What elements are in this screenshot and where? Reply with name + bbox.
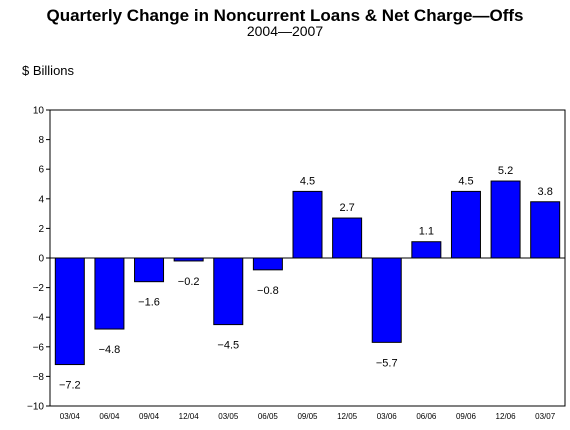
data-label: −4.8 [99, 344, 121, 356]
data-label: 2.7 [339, 202, 354, 214]
data-label: 1.1 [419, 226, 434, 238]
data-label: 3.8 [538, 186, 553, 198]
bar-12-05 [332, 217, 363, 259]
bar-06-06 [411, 241, 442, 259]
y-tick-label: 6 [38, 165, 44, 176]
x-tick-label: 12/06 [496, 412, 517, 421]
x-axis-tick-labels: 03/04 06/04 09/04 12/04 03/05 06/05 09/05 12/05… [60, 412, 556, 421]
x-tick-label: 06/06 [416, 412, 437, 421]
bar-03-05 [213, 257, 244, 326]
data-label: 4.5 [458, 175, 473, 187]
bar-09-04 [134, 257, 165, 283]
x-tick-label: 03/06 [377, 412, 398, 421]
bars [54, 180, 561, 366]
y-tick-label: −4 [33, 313, 45, 324]
bar-03-04 [54, 257, 85, 366]
data-label: −4.5 [217, 340, 239, 352]
x-tick-label: 09/06 [456, 412, 477, 421]
bar-03-07 [530, 201, 561, 259]
bar-09-06 [450, 190, 481, 259]
data-label: −1.6 [138, 297, 160, 309]
y-axis-ticks: −10 −8 −6 −4 −2 0 2 4 6 8 10 [27, 106, 50, 413]
bar-06-04 [94, 257, 125, 330]
x-tick-label: 09/04 [139, 412, 160, 421]
data-label: 5.2 [498, 165, 513, 177]
x-tick-label: 03/07 [535, 412, 556, 421]
y-tick-label: 10 [33, 106, 45, 117]
chart-subtitle: 2004—2007 [246, 23, 324, 39]
y-tick-label: −10 [27, 402, 44, 413]
y-tick-label: 8 [38, 135, 44, 146]
bar-06-05 [252, 257, 283, 271]
y-tick-label: 4 [38, 194, 44, 205]
data-label: −0.2 [178, 276, 200, 288]
y-tick-label: −6 [33, 342, 45, 353]
bar-12-04 [173, 257, 204, 262]
x-tick-label: 03/05 [218, 412, 239, 421]
x-tick-label: 12/04 [179, 412, 200, 421]
x-tick-label: 06/05 [258, 412, 279, 421]
bar-09-05 [292, 190, 323, 259]
x-tick-label: 09/05 [297, 412, 318, 421]
x-tick-label: 12/05 [337, 412, 358, 421]
y-tick-label: 0 [38, 254, 44, 265]
data-label: −7.2 [59, 380, 81, 392]
x-tick-label: 03/04 [60, 412, 81, 421]
y-tick-label: −2 [33, 283, 45, 294]
y-tick-label: 2 [38, 224, 44, 235]
bar-12-06 [490, 180, 521, 259]
x-tick-label: 06/04 [99, 412, 120, 421]
data-label: −0.8 [257, 285, 279, 297]
chart-title: Quarterly Change in Noncurrent Loans & N… [46, 6, 524, 25]
data-labels: −7.2 −4.8 −1.6 −0.2 −4.5 −0.8 4.5 2.7 −5.7 1.1 4.5… [59, 165, 553, 392]
data-label: −5.7 [376, 357, 398, 369]
data-label: 4.5 [300, 175, 315, 187]
bar-03-06 [371, 257, 402, 343]
y-axis-unit-label: $ Billions [22, 63, 75, 78]
y-tick-label: −8 [33, 372, 45, 383]
